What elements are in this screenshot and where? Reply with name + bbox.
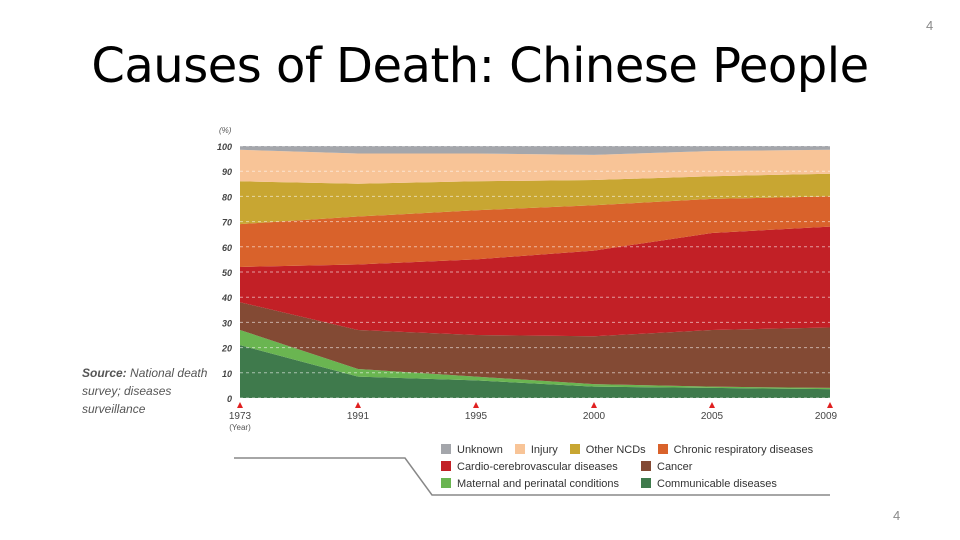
x-tick-label: 1991 (347, 411, 370, 422)
x-tick-marker (473, 402, 479, 408)
legend-row: Cardio-cerebrovascular diseases Cancer (441, 461, 825, 478)
y-tick-label: 0 (227, 394, 232, 404)
source-text: National death survey; diseases surveill… (82, 366, 208, 416)
legend-row: Maternal and perinatal conditions Communi… (441, 478, 825, 495)
area-unknown (240, 146, 830, 155)
y-tick-label: 90 (222, 167, 232, 177)
area-chronic-respiratory-diseases (240, 196, 830, 267)
legend-item: Maternal and perinatal conditions (441, 478, 629, 490)
legend-item: Unknown (441, 444, 503, 456)
x-tick-marker (237, 402, 243, 408)
legend-swatch (441, 444, 451, 454)
legend-label: Chronic respiratory diseases (673, 444, 814, 456)
legend-swatch (641, 478, 651, 488)
area-injury (240, 149, 830, 184)
y-tick-label: 80 (222, 192, 232, 202)
legend-swatch (569, 444, 580, 454)
y-tick-label: 60 (222, 243, 232, 253)
y-tick-label: 50 (222, 268, 232, 278)
legend-label: Cancer (657, 461, 693, 473)
area-maternal-and-perinatal-conditions (240, 329, 830, 390)
area-cancer (240, 302, 830, 388)
x-tick-label: 2000 (583, 411, 606, 422)
y-tick-label: 100 (217, 142, 232, 152)
y-tick-label: 20 (221, 344, 232, 354)
legend-label: Cardio-cerebrovascular diseases (457, 461, 618, 473)
legend-label: Communicable diseases (657, 478, 777, 490)
x-tick-label: 2005 (701, 411, 724, 422)
x-tick-label: 1973 (229, 411, 252, 422)
legend-leader-line (234, 457, 830, 496)
legend-swatch (441, 461, 451, 471)
page-number-top: 4 (926, 18, 934, 33)
legend-swatch (441, 478, 451, 488)
area-other-ncds (240, 173, 830, 225)
legend-label: Other NCDs (585, 444, 646, 456)
legend-label: Unknown (457, 444, 503, 456)
y-tick-label: 40 (221, 293, 232, 303)
page-number-bottom: 4 (893, 508, 901, 523)
legend-swatch (514, 444, 525, 454)
x-tick-marker (355, 402, 361, 408)
source-label: Source: (82, 366, 127, 380)
x-tick-marker (709, 402, 715, 408)
y-tick-label: 70 (222, 218, 232, 228)
legend-item: Other NCDs (569, 444, 646, 456)
x-tick-label: 2009 (815, 411, 838, 422)
legend-row: Unknown Injury Other NCDs Chronic respirato… (441, 444, 825, 461)
y-tick-label: 10 (222, 369, 232, 379)
x-tick-label: 1995 (465, 411, 488, 422)
y-tick-label: 30 (222, 318, 232, 328)
x-tick-marker (591, 402, 597, 408)
legend-swatch (641, 461, 651, 471)
legend-item: Injury (514, 444, 558, 456)
legend-label: Maternal and perinatal conditions (457, 478, 620, 490)
y-axis-label: (%) (219, 126, 232, 135)
area-cardio-cerebrovascular-diseases (240, 226, 830, 337)
legend-swatch (657, 444, 668, 454)
x-tick-marker (827, 402, 833, 408)
legend-item: Communicable diseases (641, 478, 777, 490)
slide-title: Causes of Death: Chinese People (91, 38, 869, 94)
legend-item: Cancer (641, 461, 692, 473)
legend: Unknown Injury Other NCDs Chronic respirato… (441, 444, 825, 495)
legend-item: Chronic respiratory diseases (657, 444, 814, 456)
legend-item: Cardio-cerebrovascular diseases (441, 461, 629, 473)
source-note: Source: National death survey; diseases … (82, 364, 214, 418)
area-communicable-diseases (240, 345, 830, 398)
x-axis-label: (Year) (229, 423, 251, 432)
legend-label: Injury (530, 444, 558, 456)
